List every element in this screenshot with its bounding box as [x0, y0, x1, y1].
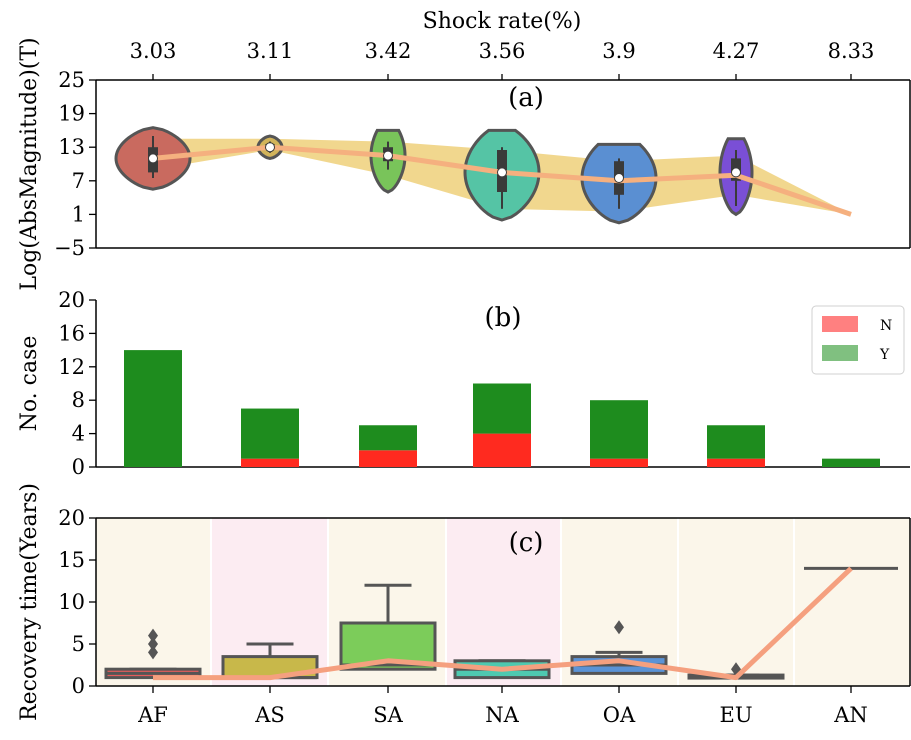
- median-point: [383, 150, 393, 161]
- x-tick-label: EU: [719, 703, 752, 727]
- panel-b: 0 4 8 12 16 20 No. case NY (b): [17, 288, 910, 479]
- y-tick-label: 4: [72, 422, 85, 446]
- outlier-point: [148, 628, 158, 643]
- panel-a: −5 1 7 13 19 25 Log(AbsMagnitude)(T) Shock rate…: [17, 9, 911, 291]
- bar-N-OA: [590, 458, 648, 467]
- top-tick-label: 8.33: [828, 39, 875, 63]
- bar-N-SA: [359, 450, 417, 467]
- top-tick-label: 3.56: [479, 39, 526, 63]
- y-tick-label: 20: [58, 288, 85, 312]
- bg-band: [96, 518, 211, 686]
- top-tick-label: 3.11: [247, 39, 294, 63]
- top-tick-label: 3.9: [602, 39, 635, 63]
- y-tick-label: 20: [58, 506, 85, 530]
- bar-Y-AF: [124, 350, 182, 467]
- outlier-point: [614, 620, 624, 635]
- y-axis-title: Recovery time(Years): [17, 483, 42, 721]
- panel-c: 0 5 10 15 20 Recovery time(Years) AF AS SA NA OA EU…: [17, 483, 911, 727]
- bar-Y-SA: [359, 425, 417, 451]
- y-axis-title: No. case: [17, 336, 42, 432]
- legend-swatch-Y: [822, 345, 858, 361]
- bar-Y-OA: [590, 400, 648, 459]
- outlier-point: [148, 645, 158, 660]
- y-tick-label: 7: [72, 169, 85, 193]
- y-tick-label: 10: [58, 590, 85, 614]
- legend: NY: [811, 305, 905, 375]
- y-tick-label: 13: [58, 135, 85, 159]
- top-tick-label: 3.42: [365, 39, 412, 63]
- y-tick-label: 5: [72, 632, 85, 656]
- legend-swatch-N: [822, 316, 858, 332]
- legend-label-N: N: [880, 318, 892, 334]
- y-tick-label: 8: [72, 388, 85, 412]
- y-tick-label: −5: [54, 236, 85, 260]
- x-tick-label: AS: [254, 703, 285, 727]
- median-point: [614, 173, 624, 183]
- outlier-point: [148, 637, 158, 651]
- panel-label-c: (c): [509, 528, 544, 558]
- y-axis-title: Log(AbsMagnitude)(T): [17, 37, 42, 290]
- y-tick-label: 25: [58, 68, 85, 92]
- bar-Y-NA: [473, 383, 531, 434]
- legend-label-Y: Y: [879, 347, 890, 363]
- bar-Y-AN: [822, 458, 880, 467]
- top-tick-label: 4.27: [713, 39, 760, 63]
- bar-N-NA: [473, 433, 531, 467]
- x-tick-label: AN: [833, 703, 868, 727]
- bar-Y-AS: [241, 408, 299, 459]
- y-tick-label: 0: [72, 455, 85, 479]
- y-tick-label: 1: [72, 202, 85, 226]
- x-tick-label: NA: [485, 703, 519, 727]
- median-point: [265, 142, 275, 153]
- bg-band: [678, 518, 794, 686]
- panel-label-b: (b): [485, 303, 522, 333]
- median-trend-line: [153, 566, 853, 681]
- y-tick-label: 12: [58, 355, 85, 379]
- bg-band: [446, 518, 561, 686]
- top-tick-label: 3.03: [130, 39, 177, 63]
- median-point: [497, 167, 507, 178]
- median-point: [731, 167, 741, 178]
- median-point: [148, 153, 158, 164]
- panel-label-a: (a): [508, 83, 544, 113]
- bar-N-AS: [241, 458, 299, 467]
- x-tick-label: AF: [137, 703, 168, 727]
- y-tick-label: 15: [58, 548, 85, 572]
- y-tick-label: 19: [58, 102, 85, 126]
- y-tick-label: 16: [58, 321, 85, 345]
- bar-Y-EU: [707, 425, 765, 459]
- bg-band: [794, 518, 910, 686]
- y-tick-label: 0: [72, 674, 85, 698]
- x-tick-label: SA: [373, 703, 403, 727]
- top-axis-title: Shock rate(%): [423, 9, 582, 34]
- x-tick-label: OA: [603, 703, 636, 727]
- bar-N-EU: [707, 458, 765, 467]
